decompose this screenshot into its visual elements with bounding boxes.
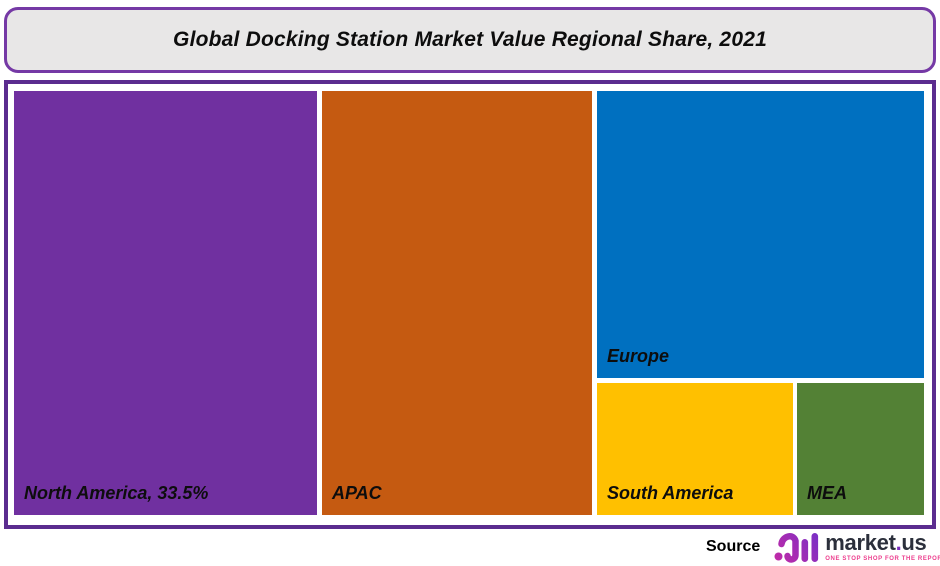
treemap-tile-apac: APAC (322, 91, 592, 515)
treemap-tile-mea: MEA (797, 383, 924, 515)
marketus-logo-icon (774, 533, 819, 563)
brand-name-market: market (825, 530, 896, 555)
tile-label-north-america: North America, 33.5% (24, 483, 209, 503)
tile-label-south-america: South America (607, 483, 734, 503)
brand-name: market.us (825, 532, 940, 554)
treemap-tile-europe: Europe (597, 91, 924, 378)
treemap-tile-north-america: North America, 33.5% (14, 91, 317, 515)
marketus-logo[interactable]: market.us ONE STOP SHOP FOR THE REPORTS (774, 530, 940, 564)
chart-title-box: Global Docking Station Market Value Regi… (4, 7, 936, 73)
tile-label-apac: APAC (332, 483, 382, 503)
tile-label-mea: MEA (807, 483, 847, 503)
brand-name-us: us (901, 530, 927, 555)
source-row: Source market.us ONE STOP SHOP FOR THE R… (706, 528, 940, 566)
brand-text-block: market.us ONE STOP SHOP FOR THE REPORTS (825, 532, 940, 563)
brand-name-dot: . (895, 530, 902, 555)
tile-label-europe: Europe (607, 346, 670, 366)
brand-tagline: ONE STOP SHOP FOR THE REPORTS (825, 556, 940, 562)
chart-title: Global Docking Station Market Value Regi… (173, 28, 767, 51)
treemap-tile-south-america: South America (597, 383, 793, 515)
source-label: Source (706, 538, 761, 555)
